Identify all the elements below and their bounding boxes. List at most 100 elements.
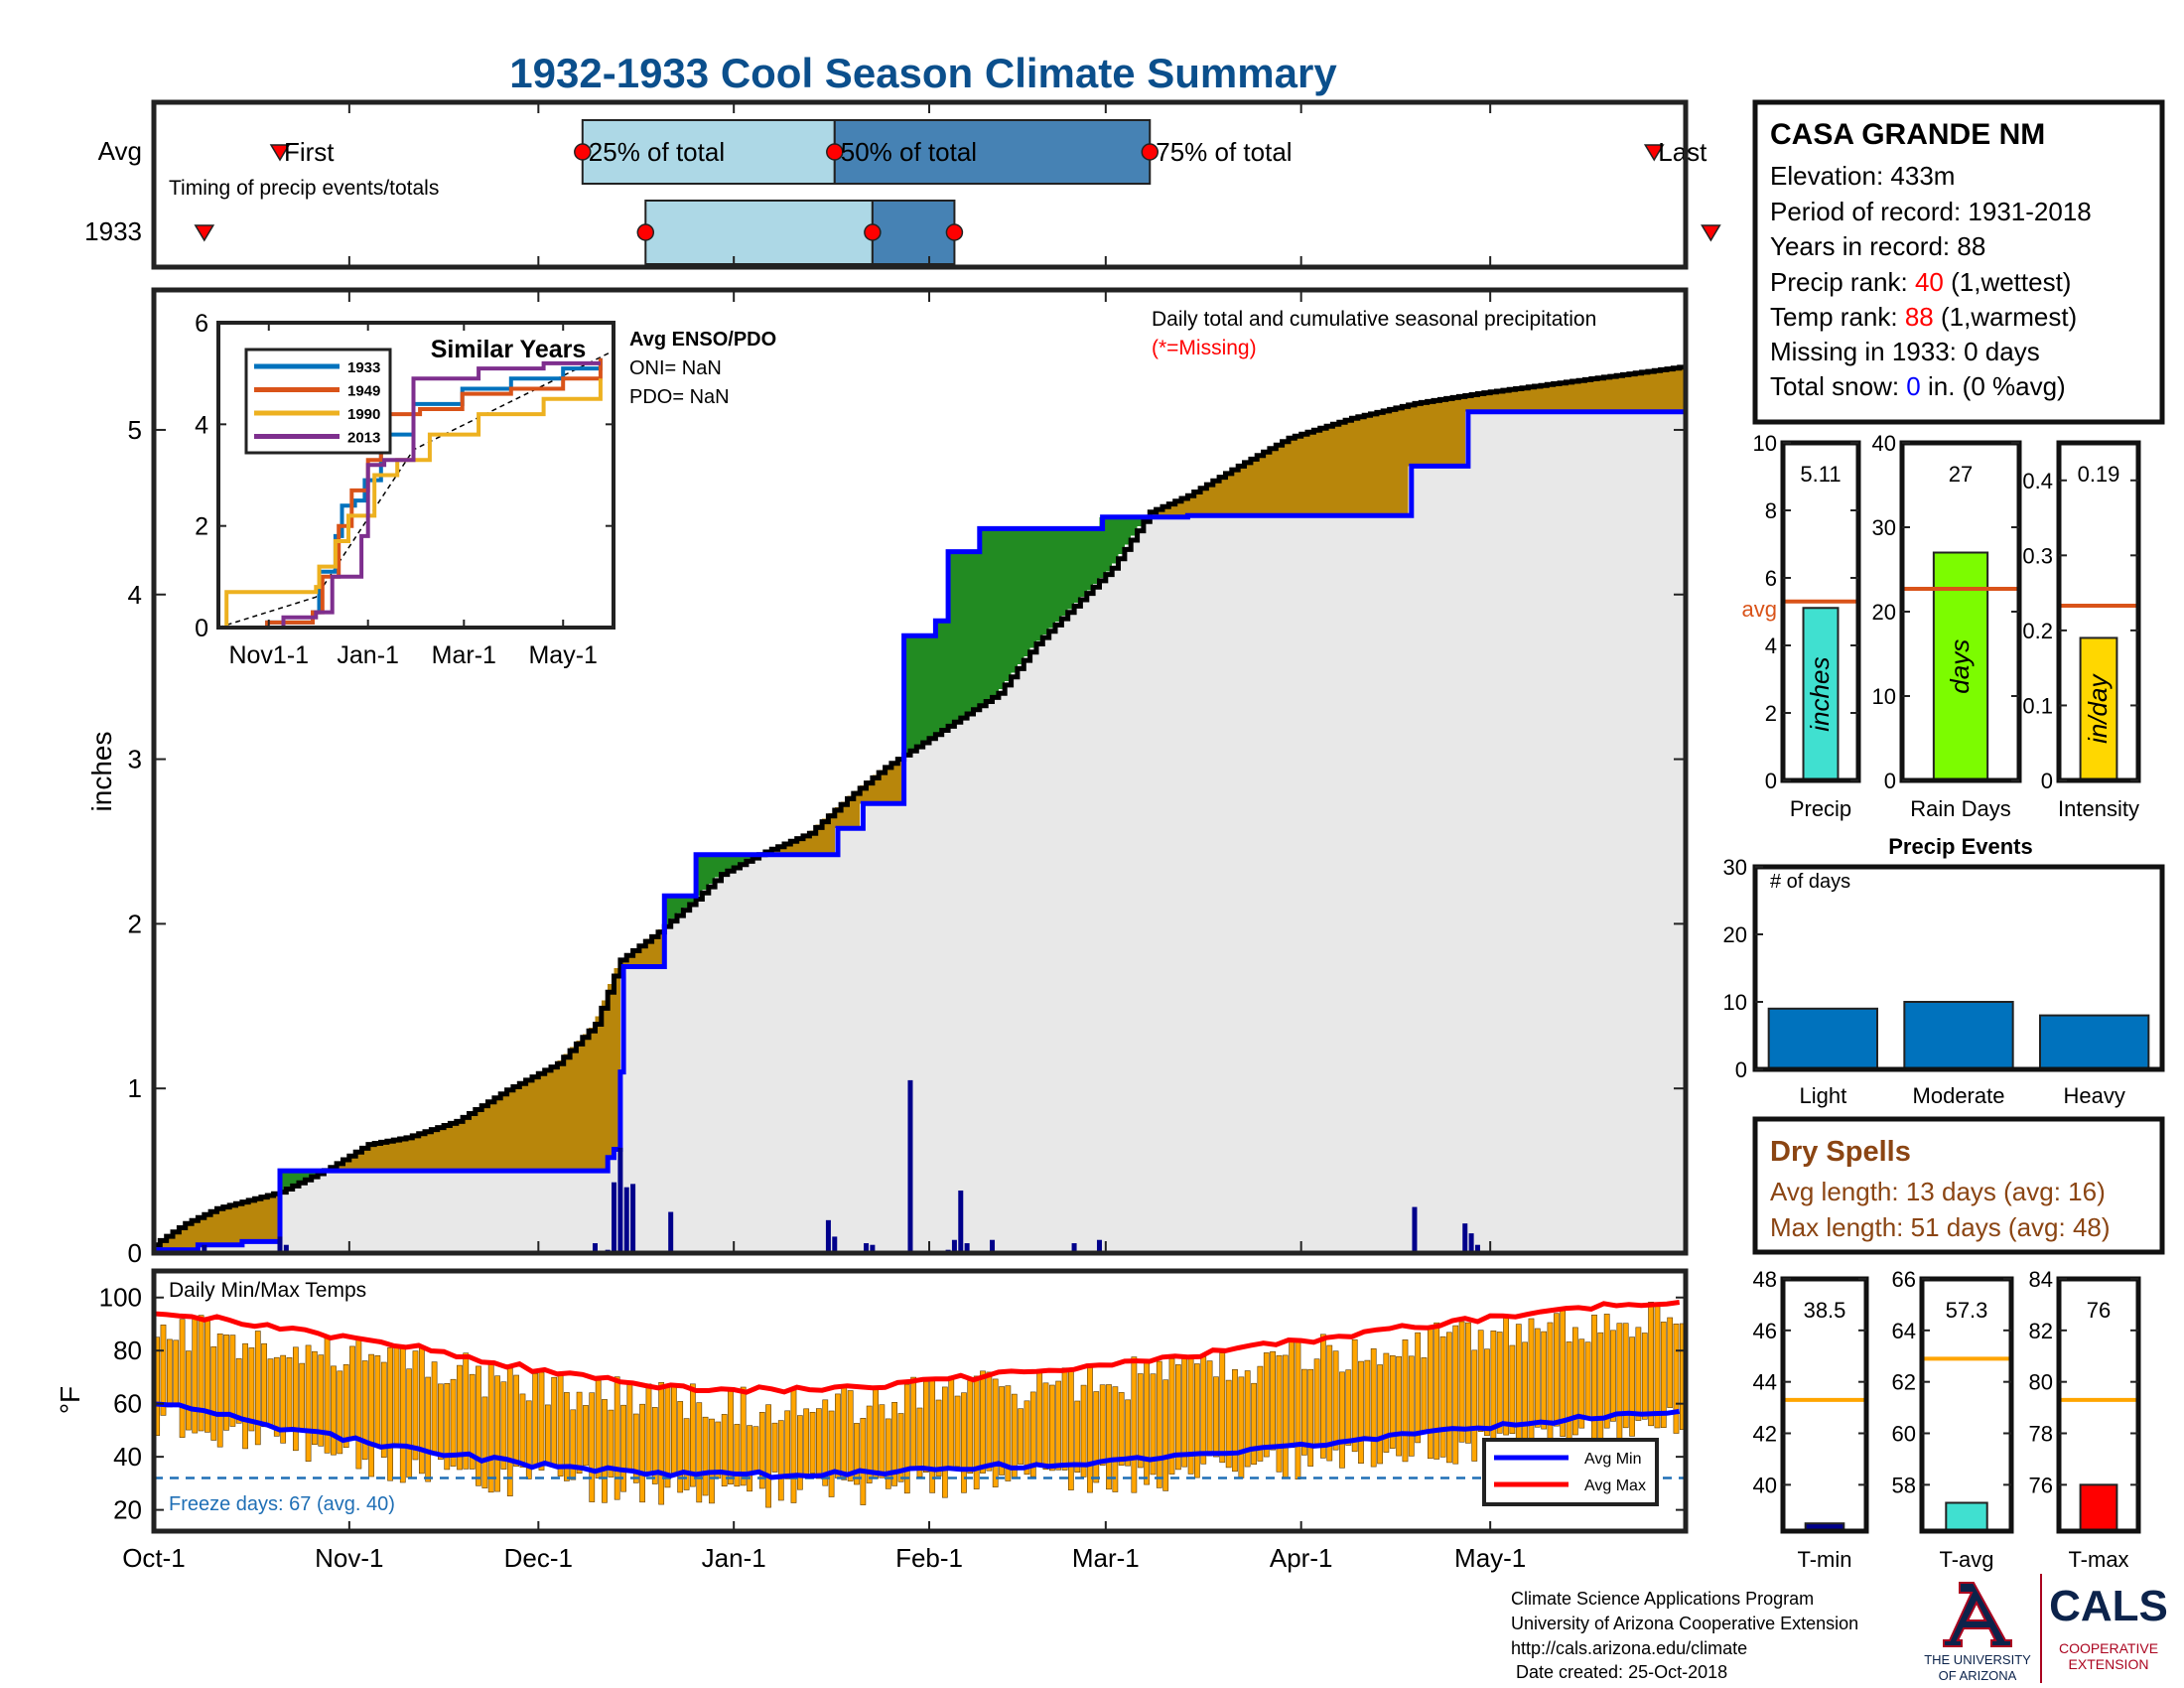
stat-name-Intensity: Intensity: [2058, 796, 2139, 821]
daily-temp-bar: [1408, 1355, 1415, 1457]
daily-temp-bar: [1477, 1330, 1484, 1432]
timing-row-label-avg: Avg: [98, 136, 142, 166]
daily-temp-bar: [469, 1373, 476, 1470]
daily-temp-bar: [361, 1360, 368, 1461]
daily-precip-bar: [907, 1079, 913, 1253]
timing-box-50-75-1933: [871, 200, 956, 265]
footer-line4: Date created: 25-Oct-2018: [1511, 1662, 1727, 1682]
daily-temp-bar: [1118, 1392, 1125, 1467]
daily-temp-bar: [1554, 1313, 1560, 1427]
timing-marker-p50-1933: [864, 223, 882, 241]
daily-temp-bar: [1029, 1391, 1036, 1477]
stat-bar-T-avg: [1945, 1501, 1988, 1532]
daily-temp-bar: [210, 1346, 217, 1441]
daily-temp-bar: [1370, 1348, 1377, 1468]
daily-temp-bar: [242, 1342, 248, 1450]
x-axis-tick-label: Dec-1: [504, 1543, 573, 1573]
daily-precip-bar: [623, 1187, 629, 1253]
stat-value-T-max: 76: [2087, 1298, 2111, 1323]
daily-temp-bar: [608, 1409, 614, 1477]
daily-temp-bar: [286, 1357, 293, 1431]
stat-y-tick-label: 84: [2029, 1267, 2053, 1292]
daily-temp-bar: [1144, 1359, 1150, 1485]
daily-temp-bar: [935, 1399, 942, 1477]
stat-y-tick-label: 10: [1872, 684, 1896, 709]
timing-box-25-50-1933: [644, 200, 874, 265]
daily-temp-bar: [311, 1350, 318, 1445]
daily-temp-bar: [1377, 1364, 1383, 1465]
daily-temp-bar: [1295, 1340, 1301, 1480]
station-period: Period of record: 1931-2018: [1770, 197, 2092, 226]
daily-temp-bar: [1213, 1376, 1219, 1458]
daily-temp-bar: [1194, 1363, 1200, 1478]
daily-temp-bar: [771, 1422, 778, 1473]
x-axis-tick-label: Nov-1: [315, 1543, 383, 1573]
events-category-label: Heavy: [2063, 1083, 2124, 1108]
daily-temp-bar: [1433, 1322, 1440, 1460]
daily-temp-bar: [418, 1346, 425, 1475]
timing-label-25: 25% of total: [589, 137, 725, 167]
stat-avg-label-Precip: avg: [1742, 597, 1777, 622]
temp-y-tick-label: 20: [113, 1495, 142, 1525]
daily-temp-bar: [1515, 1324, 1522, 1456]
daily-temp-bar: [280, 1354, 287, 1444]
events-y-tick-label: 20: [1723, 922, 1747, 947]
daily-temp-bar: [1018, 1408, 1024, 1465]
timing-box-50-75-avg: [833, 119, 1152, 185]
daily-temp-bar: [494, 1375, 500, 1492]
daily-temp-bar: [223, 1335, 229, 1431]
inset-frame: [216, 321, 615, 630]
stat-y-tick-label: 30: [1872, 515, 1896, 540]
daily-temp-bar: [1421, 1357, 1428, 1433]
daily-temp-bar: [1358, 1360, 1364, 1464]
daily-temp-bar: [941, 1386, 948, 1498]
daily-temp-bar: [910, 1376, 917, 1470]
above-average-area: [280, 516, 1144, 1192]
daily-temp-bar: [229, 1335, 236, 1427]
stat-bar-Intensity: [2079, 636, 2118, 782]
daily-temp-bar: [1181, 1356, 1188, 1468]
daily-temp-bar: [267, 1358, 274, 1428]
daily-precip-bar: [958, 1190, 964, 1253]
dry-max-length: Max length: 51 days (avg: 48): [1770, 1212, 2111, 1242]
inset-series-2013: [218, 360, 601, 630]
daily-temp-bar: [1654, 1306, 1661, 1429]
daily-temp-bar: [1496, 1332, 1503, 1434]
daily-temp-bar: [1509, 1344, 1516, 1434]
daily-temp-bar: [1641, 1333, 1648, 1420]
stat-y-tick-label: 46: [1753, 1319, 1777, 1343]
inset-x-tick-label: May-1: [528, 641, 597, 669]
daily-temp-bar: [961, 1392, 967, 1493]
daily-temp-bar: [1307, 1368, 1314, 1467]
daily-temp-bar: [1200, 1356, 1207, 1465]
inset-x-tick-label: Jan-1: [337, 641, 399, 669]
daily-temp-bar: [444, 1383, 451, 1471]
avg-min-temp-line: [153, 1401, 1681, 1480]
daily-precip-bar: [1412, 1206, 1418, 1253]
daily-temp-bar: [803, 1408, 810, 1477]
inset-average-line: [217, 352, 610, 629]
daily-precip-bar: [1474, 1244, 1480, 1253]
timing-triangle-first-avg: [269, 144, 291, 162]
figure-title: 1932-1933 Cool Season Climate Summary: [509, 50, 1337, 96]
timing-triangle-last-1933: [1701, 224, 1721, 242]
daily-temp-bar: [532, 1373, 539, 1468]
daily-temp-bar: [866, 1405, 873, 1483]
daily-temp-bar: [1099, 1384, 1106, 1466]
daily-temp-bar: [897, 1413, 904, 1482]
daily-temp-bar: [1106, 1384, 1112, 1490]
daily-temp-bar: [1320, 1334, 1326, 1459]
daily-temp-bar: [765, 1404, 771, 1508]
daily-temp-bar: [1648, 1302, 1654, 1427]
daily-temp-bar: [1439, 1336, 1446, 1458]
daily-temp-bar: [412, 1350, 419, 1461]
stat-y-tick-label: 0: [1765, 769, 1777, 793]
daily-temp-bar: [1566, 1341, 1572, 1452]
station-temp-rank: Temp rank: 88 (1,warmest): [1770, 302, 2077, 332]
daily-temp-bar: [544, 1404, 551, 1466]
timing-marker-p75-1933: [945, 223, 964, 241]
events-category-label: Moderate: [1913, 1083, 2005, 1108]
daily-temp-bar: [192, 1318, 199, 1434]
daily-temp-bar: [828, 1410, 835, 1497]
timing-marker-p25-avg: [574, 143, 592, 161]
